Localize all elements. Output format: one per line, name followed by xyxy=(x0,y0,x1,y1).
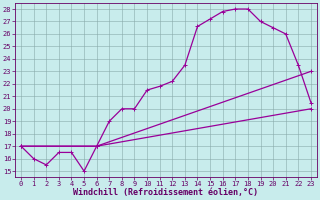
X-axis label: Windchill (Refroidissement éolien,°C): Windchill (Refroidissement éolien,°C) xyxy=(74,188,259,197)
